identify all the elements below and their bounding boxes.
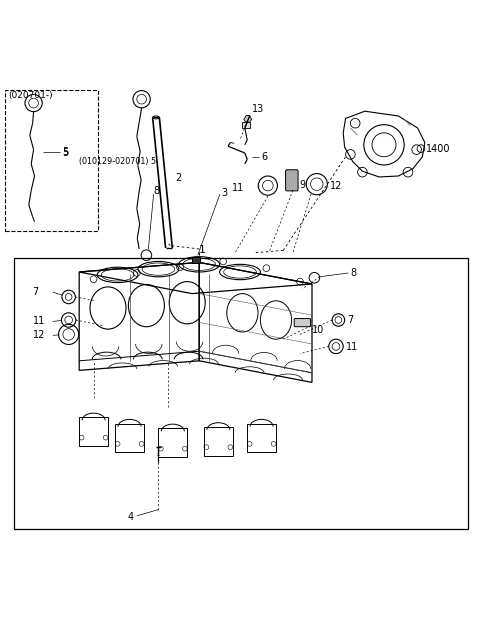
Bar <box>242 122 250 128</box>
Text: 13: 13 <box>252 104 264 114</box>
Bar <box>158 429 187 457</box>
Polygon shape <box>244 115 252 122</box>
Text: 10: 10 <box>312 324 324 335</box>
Text: 5: 5 <box>62 147 69 157</box>
Text: 1400: 1400 <box>426 143 450 154</box>
Text: 8: 8 <box>154 186 160 196</box>
FancyBboxPatch shape <box>294 319 311 326</box>
Text: 11: 11 <box>346 342 358 353</box>
Text: 4: 4 <box>127 512 133 522</box>
Text: (020701-): (020701-) <box>9 92 53 100</box>
FancyBboxPatch shape <box>286 170 298 191</box>
Text: 7: 7 <box>348 315 354 325</box>
Text: 1: 1 <box>199 245 206 255</box>
Bar <box>247 424 276 452</box>
Bar <box>192 257 200 264</box>
Bar <box>79 417 108 446</box>
Text: 2: 2 <box>175 173 181 184</box>
Text: 8: 8 <box>350 268 357 278</box>
Text: (010129-020701) 5: (010129-020701) 5 <box>79 157 156 166</box>
Bar <box>204 427 233 456</box>
Text: 5: 5 <box>62 148 69 158</box>
Bar <box>14 257 468 529</box>
Text: 11: 11 <box>33 316 45 326</box>
Text: 6: 6 <box>262 152 268 162</box>
Text: 12: 12 <box>33 330 45 340</box>
Bar <box>5 90 98 231</box>
Text: 11: 11 <box>231 183 244 193</box>
Text: 7: 7 <box>33 287 39 297</box>
Text: 3: 3 <box>222 188 228 198</box>
Text: 9: 9 <box>300 180 306 189</box>
Bar <box>115 424 144 452</box>
Text: 12: 12 <box>330 180 343 191</box>
